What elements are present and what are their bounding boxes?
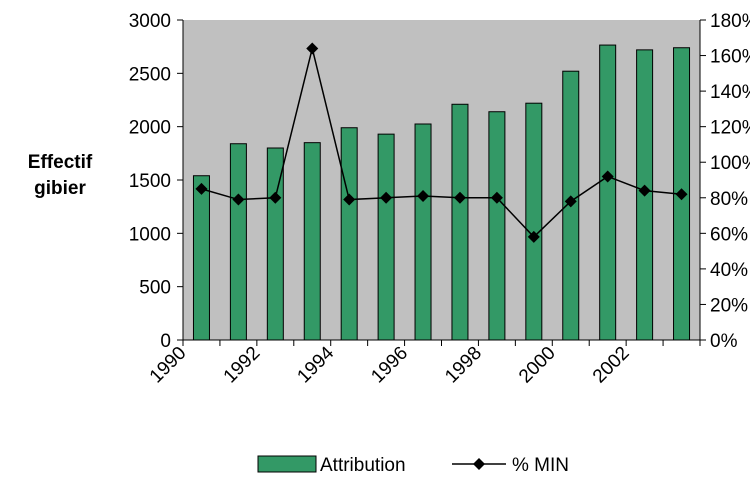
marker: [306, 42, 319, 55]
marker: [380, 191, 393, 204]
marker: [527, 230, 540, 243]
bar: [303, 142, 321, 341]
y2-tick-label: 40%: [710, 260, 748, 281]
y2-tick-label: 120%: [710, 118, 750, 139]
bar: [414, 123, 432, 341]
line: [201, 48, 682, 238]
y-tick-label: 500: [139, 278, 171, 299]
plot-area: [183, 20, 700, 340]
x-tick-label: 1992: [220, 343, 265, 388]
x-tick-label: 1990: [146, 343, 191, 388]
y-tick-label: 1000: [129, 224, 171, 245]
bar: [340, 127, 358, 341]
bar: [488, 111, 506, 341]
y2-tick-label: 60%: [710, 224, 748, 245]
y2-tick-label: 80%: [710, 189, 748, 210]
marker: [675, 188, 688, 201]
y2-tick-label: 140%: [710, 82, 750, 103]
y2-tick-label: 0%: [710, 331, 738, 352]
bar: [599, 44, 617, 341]
y2-tick-label: 100%: [710, 153, 750, 174]
y-axis-label: Effectif gibier: [27, 152, 93, 199]
y2-tick-label: 160%: [710, 47, 750, 68]
bar: [377, 133, 395, 341]
legend-label: Attribution: [320, 455, 406, 476]
marker: [638, 184, 651, 197]
marker: [564, 195, 577, 208]
marker: [232, 193, 245, 206]
legend-swatch: [257, 455, 317, 473]
marker: [195, 182, 208, 195]
legend-label: % MIN: [512, 455, 569, 476]
legend-marker: [473, 458, 485, 470]
marker: [417, 190, 430, 202]
y-tick-label: 3000: [129, 11, 171, 32]
y2-tick-label: 180%: [710, 11, 750, 32]
x-tick-label: 1998: [441, 343, 486, 388]
x-tick-label: 1996: [367, 343, 412, 388]
bar: [229, 143, 247, 341]
bar: [451, 103, 469, 341]
marker: [490, 191, 503, 204]
y2-tick-label: 20%: [710, 295, 748, 316]
y-tick-label: 0: [160, 331, 171, 352]
bar: [525, 102, 543, 341]
x-tick-label: 2002: [589, 343, 634, 388]
bar: [192, 175, 210, 341]
marker: [601, 170, 614, 183]
x-tick-label: 2000: [515, 343, 560, 388]
y-tick-label: 2500: [129, 64, 171, 85]
marker: [269, 191, 282, 204]
marker: [343, 193, 356, 206]
y-tick-label: 2000: [129, 118, 171, 139]
y-tick-label: 1500: [129, 171, 171, 192]
marker: [453, 191, 466, 204]
x-tick-label: 1994: [294, 342, 339, 387]
